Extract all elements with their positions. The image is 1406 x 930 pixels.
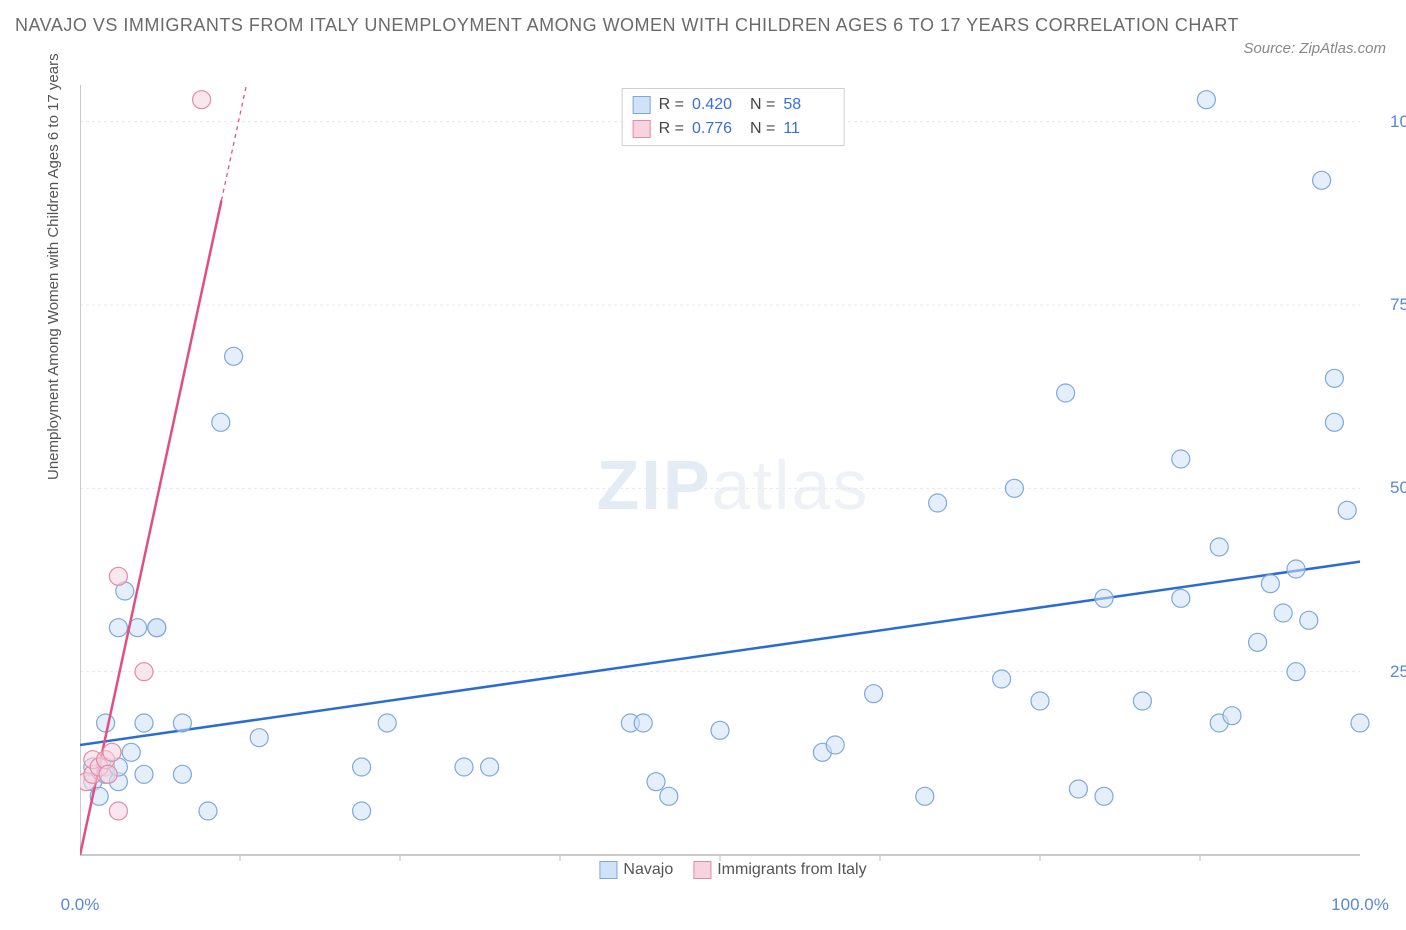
legend-n-value: 58 (783, 96, 833, 114)
legend-series: Navajo Immigrants from Italy (599, 861, 866, 879)
legend-swatch (633, 96, 651, 114)
x-tick-label: 100.0% (1331, 895, 1389, 915)
legend-r-value: 0.776 (692, 120, 742, 138)
legend-r-value: 0.420 (692, 96, 742, 114)
legend-n-value: 11 (783, 120, 833, 138)
y-tick-label: 50.0% (1390, 478, 1406, 498)
legend-stats: R = 0.420 N = 58 R = 0.776 N = 11 (622, 88, 845, 146)
legend-n-label: N = (750, 96, 775, 114)
y-tick-label: 100.0% (1390, 112, 1406, 132)
legend-item: Immigrants from Italy (693, 861, 866, 879)
legend-r-label: R = (659, 96, 684, 114)
legend-n-label: N = (750, 120, 775, 138)
legend-swatch (633, 120, 651, 138)
legend-swatch (599, 861, 617, 879)
x-tick-label: 0.0% (61, 895, 100, 915)
legend-r-label: R = (659, 120, 684, 138)
legend-label: Navajo (623, 861, 673, 879)
legend-item: Navajo (599, 861, 673, 879)
legend-swatch (693, 861, 711, 879)
scatter-plot (80, 85, 1386, 885)
y-tick-label: 25.0% (1390, 662, 1406, 682)
y-tick-label: 75.0% (1390, 295, 1406, 315)
y-axis-label: Unemployment Among Women with Children A… (45, 53, 62, 480)
chart-title: NAVAJO VS IMMIGRANTS FROM ITALY UNEMPLOY… (15, 10, 1391, 40)
legend-label: Immigrants from Italy (717, 861, 866, 879)
legend-stats-row: R = 0.420 N = 58 (633, 93, 834, 117)
legend-stats-row: R = 0.776 N = 11 (633, 117, 834, 141)
chart-area: ZIPatlas R = 0.420 N = 58 R = 0.776 N = … (80, 85, 1386, 885)
chart-source: Source: ZipAtlas.com (1243, 40, 1386, 57)
